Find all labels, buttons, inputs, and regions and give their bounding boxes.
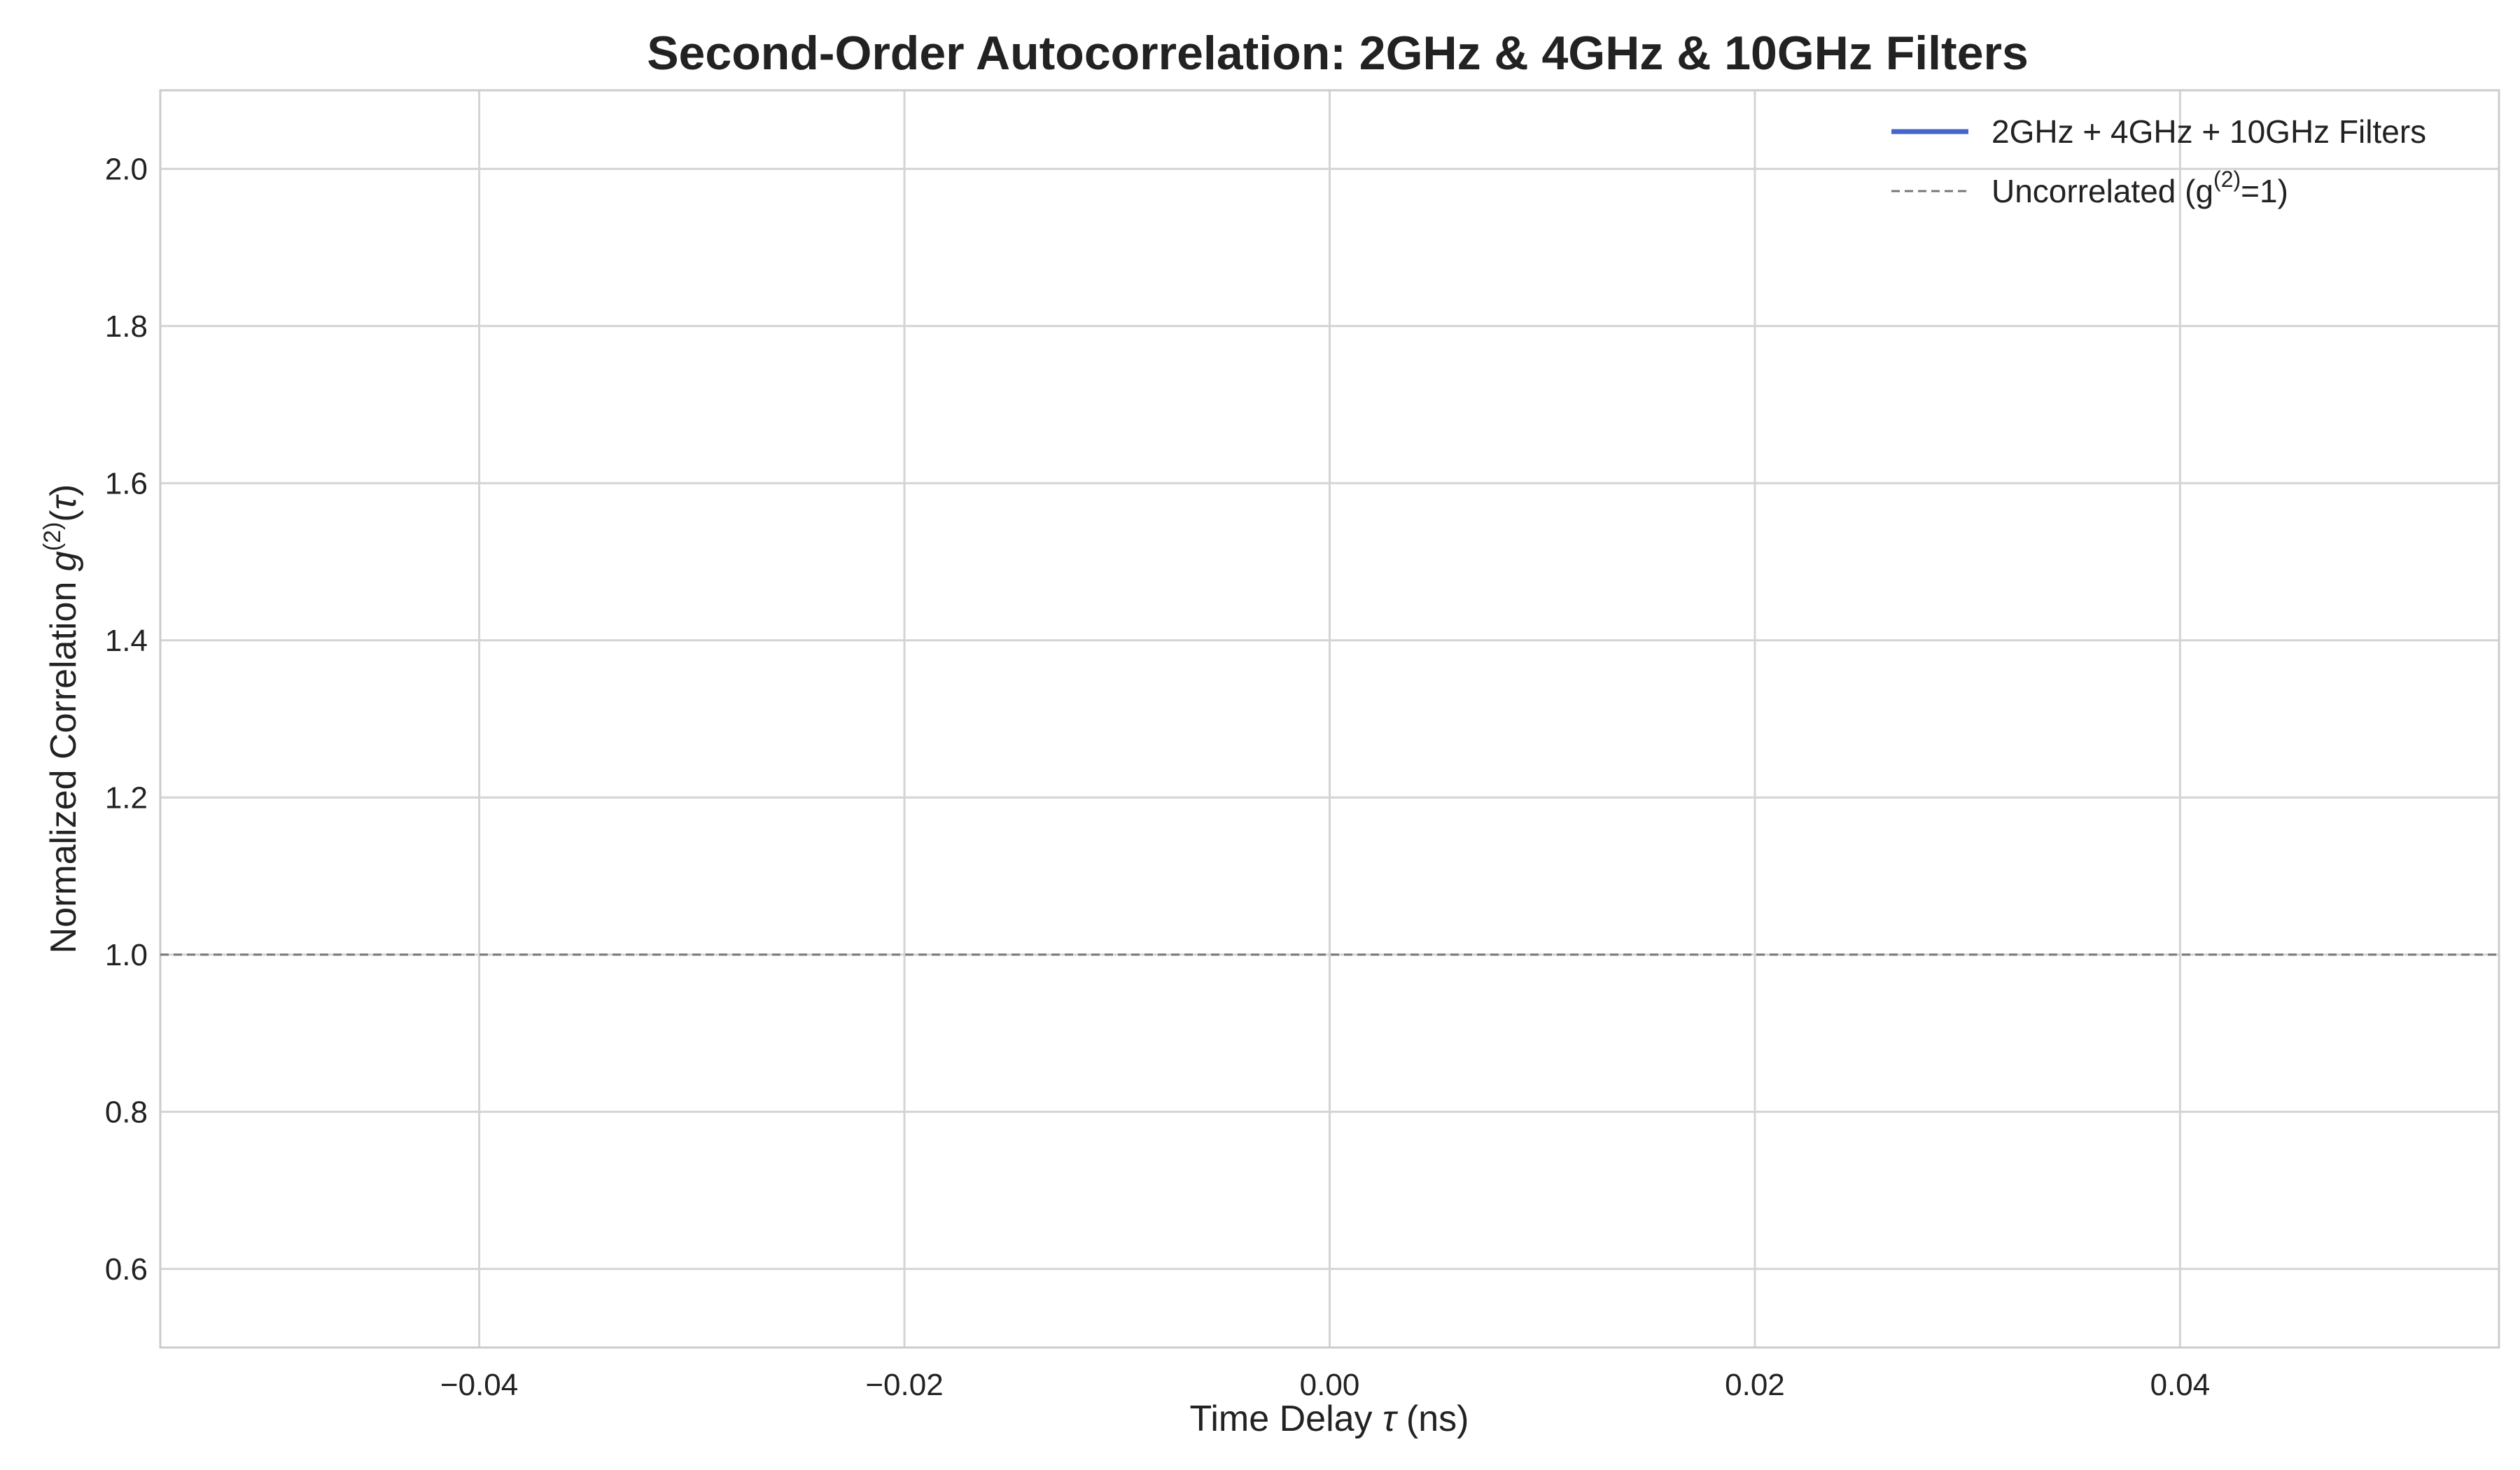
- chart-title: Second-Order Autocorrelation: 2GHz & 4GH…: [647, 27, 2029, 80]
- x-tick-label: 0.00: [1300, 1368, 1360, 1402]
- grid: [160, 90, 2499, 1348]
- legend-label-main: 2GHz + 4GHz + 10GHz Filters: [1991, 113, 2426, 150]
- y-tick-label: 2.0: [105, 152, 148, 186]
- x-tick-label: 0.04: [2150, 1368, 2211, 1402]
- y-tick-label: 0.6: [105, 1252, 148, 1287]
- x-tick-label: −0.04: [440, 1368, 518, 1402]
- legend: 2GHz + 4GHz + 10GHz Filters Uncorrelated…: [1891, 113, 2426, 209]
- x-axis-label: Time Delay τ (ns): [1190, 1399, 1469, 1439]
- y-axis-label: Normalized Correlation g(2)(τ): [39, 484, 84, 954]
- y-tick-label: 1.2: [105, 780, 148, 815]
- legend-label-uncorrelated: Uncorrelated (g(2)=1): [1991, 167, 2288, 209]
- x-tick-labels: −0.04 −0.02 0.00 0.02 0.04: [440, 1368, 2210, 1402]
- y-tick-label: 1.0: [105, 938, 148, 972]
- x-tick-label: −0.02: [865, 1368, 943, 1402]
- y-tick-label: 1.4: [105, 624, 148, 658]
- y-tick-label: 1.8: [105, 309, 148, 344]
- y-tick-labels: 0.6 0.8 1.0 1.2 1.4 1.6 1.8 2.0: [105, 152, 148, 1287]
- plot-frame: [159, 89, 2500, 1349]
- x-tick-label: 0.02: [1725, 1368, 1785, 1402]
- y-tick-label: 1.6: [105, 466, 148, 500]
- y-tick-label: 0.8: [105, 1095, 148, 1129]
